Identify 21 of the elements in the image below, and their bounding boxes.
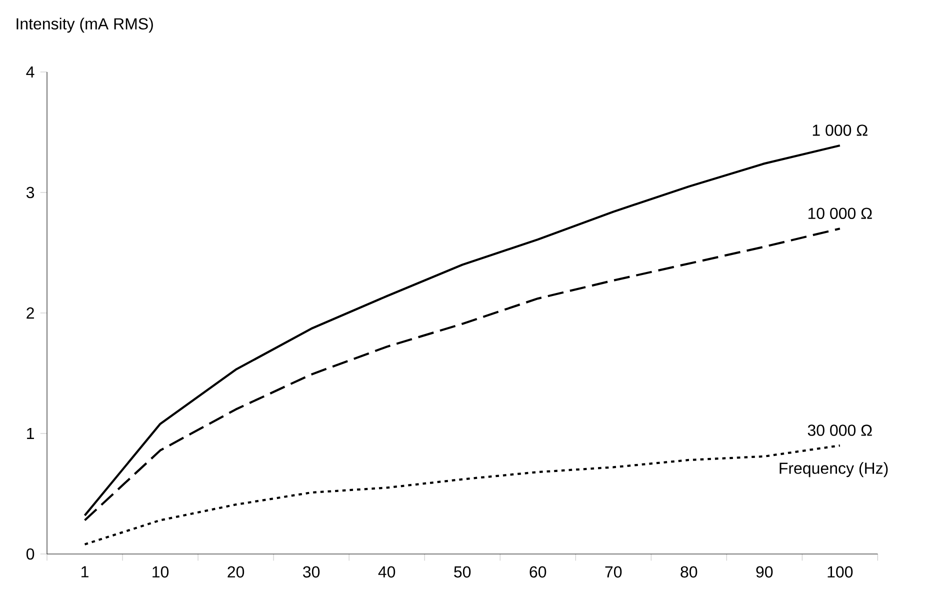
y-tick-label: 1 xyxy=(27,428,34,439)
x-tick-label: 40 xyxy=(378,566,396,578)
y-tick-label: 4 xyxy=(26,66,34,78)
x-tick-label: 1 xyxy=(82,566,88,578)
series-label: 1 000 Ω xyxy=(812,124,868,136)
x-tick-label: 10 xyxy=(152,566,169,578)
x-tick-label: 70 xyxy=(605,566,622,578)
y-tick-label: 2 xyxy=(26,307,34,319)
series-label: 10 000 Ω xyxy=(808,208,872,220)
x-tick-label: 20 xyxy=(228,566,244,578)
y-tick-label: 3 xyxy=(26,186,34,198)
series-label: 30 000 Ω xyxy=(808,424,872,436)
y-tick-label: 0 xyxy=(26,548,34,560)
x-tick-label: 100 xyxy=(828,566,853,578)
x-tick-label: 60 xyxy=(530,566,546,578)
x-tick-label: 80 xyxy=(680,566,698,578)
x-tick-label: 30 xyxy=(303,566,320,578)
y-axis-title: Intensity (mA RMS) xyxy=(16,18,153,33)
x-axis-title: Frequency (Hz) xyxy=(780,462,888,478)
x-tick-label: 90 xyxy=(756,566,773,578)
x-tick-label: 50 xyxy=(454,566,471,578)
